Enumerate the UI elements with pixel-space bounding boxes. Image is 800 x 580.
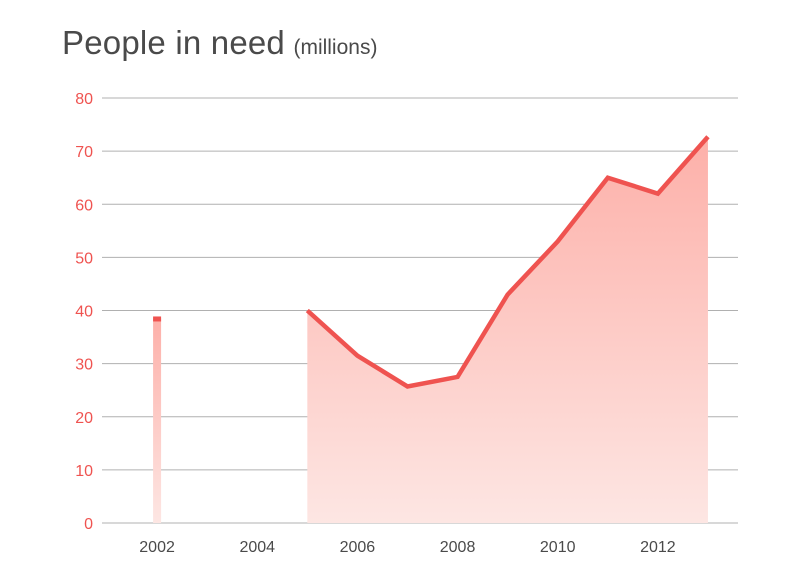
y-tick-label: 50 <box>75 250 93 267</box>
chart-title: People in need <box>62 24 285 61</box>
area-fill <box>307 136 708 523</box>
chart-title-block: People in need (millions) <box>62 24 377 62</box>
area-fills <box>153 136 708 523</box>
x-tick-label: 2012 <box>640 539 676 556</box>
x-tick-label: 2002 <box>139 539 175 556</box>
chart-subtitle: (millions) <box>293 36 378 59</box>
y-tick-label: 70 <box>75 144 93 161</box>
series-line <box>305 135 710 389</box>
data-point-cap <box>153 316 162 322</box>
x-tick-label: 2004 <box>239 539 275 556</box>
x-axis-ticks: 2002 2004 2006 2008 2010 2012 <box>139 539 675 556</box>
y-tick-label: 60 <box>75 197 93 214</box>
y-tick-label: 30 <box>75 357 93 374</box>
data-bar <box>153 318 162 523</box>
series-lines <box>153 135 710 389</box>
y-tick-label: 20 <box>75 410 93 427</box>
y-tick-label: 0 <box>84 516 93 533</box>
y-tick-label: 80 <box>75 91 93 108</box>
x-tick-label: 2008 <box>440 539 476 556</box>
x-tick-label: 2010 <box>540 539 576 556</box>
y-tick-label: 40 <box>75 304 93 321</box>
y-tick-label: 10 <box>75 463 93 480</box>
y-axis-ticks: 0 10 20 30 40 50 60 70 80 <box>75 91 93 533</box>
x-tick-label: 2006 <box>340 539 376 556</box>
